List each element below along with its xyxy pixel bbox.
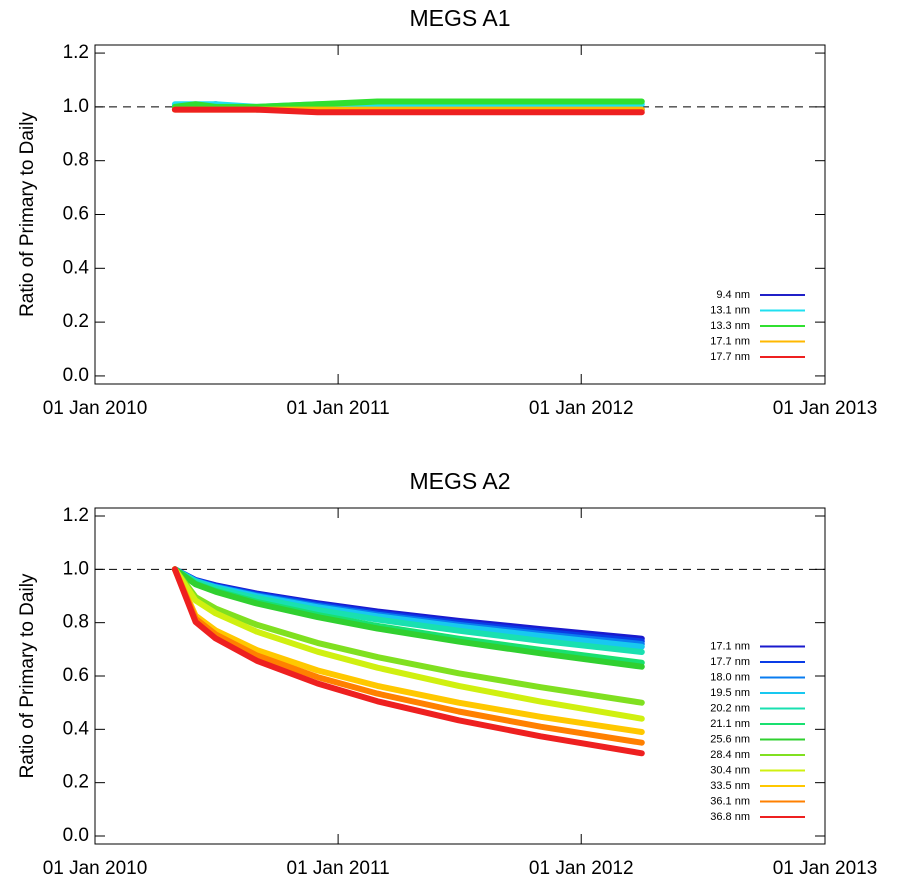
y-tick-label: 1.2	[63, 42, 89, 63]
legend-label: 18.0 nm	[710, 671, 750, 683]
y-tick-label: 0.0	[63, 825, 89, 846]
x-tick-label: 01 Jan 2012	[529, 858, 634, 879]
y-tick-label: 0.2	[63, 311, 89, 332]
y-tick-label: 0.4	[63, 257, 90, 278]
legend-label: 17.1 nm	[710, 335, 750, 347]
legend-label: 17.1 nm	[710, 640, 750, 652]
plot-frame	[94, 44, 826, 385]
series-line	[171, 106, 645, 116]
y-tick-label: 0.6	[63, 665, 89, 686]
chart-title: MEGS A1	[410, 5, 511, 31]
x-tick-label: 01 Jan 2011	[287, 858, 390, 879]
legend-label: 17.7 nm	[710, 351, 750, 363]
legend-label: 13.1 nm	[710, 304, 750, 316]
y-tick-label: 1.0	[63, 96, 89, 117]
series-line	[171, 566, 645, 706]
x-tick-label: 01 Jan 2010	[43, 398, 148, 419]
legend-label: 28.4 nm	[710, 749, 750, 761]
x-tick-label: 01 Jan 2010	[43, 858, 148, 879]
legend-label: 30.4 nm	[710, 764, 750, 776]
series-line	[171, 566, 645, 757]
y-tick-label: 0.6	[63, 204, 89, 225]
y-tick-label: 0.8	[63, 612, 89, 633]
legend-label: 33.5 nm	[710, 780, 750, 792]
legend-label: 19.5 nm	[710, 687, 750, 699]
legend-label: 21.1 nm	[710, 718, 750, 730]
x-tick-label: 01 Jan 2011	[287, 398, 390, 419]
legend-label: 36.8 nm	[710, 811, 750, 823]
y-tick-label: 0.2	[63, 772, 89, 793]
y-axis-label: Ratio of Primary to Daily	[17, 112, 38, 317]
x-tick-label: 01 Jan 2012	[529, 398, 634, 419]
y-tick-label: 0.8	[63, 150, 89, 171]
legend-label: 25.6 nm	[710, 733, 750, 745]
legend-label: 13.3 nm	[710, 320, 750, 332]
series-line	[171, 566, 645, 722]
chart-title: MEGS A2	[410, 468, 511, 494]
legend-label: 36.1 nm	[710, 795, 750, 807]
legend-label: 20.2 nm	[710, 702, 750, 714]
series-line	[171, 98, 645, 110]
x-tick-label: 01 Jan 2013	[773, 398, 878, 419]
legend-label: 9.4 nm	[716, 289, 750, 301]
series-line	[171, 566, 645, 670]
y-tick-label: 1.0	[63, 558, 89, 579]
y-tick-label: 0.0	[63, 365, 89, 386]
x-tick-label: 01 Jan 2013	[773, 858, 878, 879]
y-axis-label: Ratio of Primary to Daily	[17, 573, 38, 778]
y-tick-label: 1.2	[63, 505, 89, 526]
y-tick-label: 0.4	[63, 718, 90, 739]
legend-label: 17.7 nm	[710, 656, 750, 668]
